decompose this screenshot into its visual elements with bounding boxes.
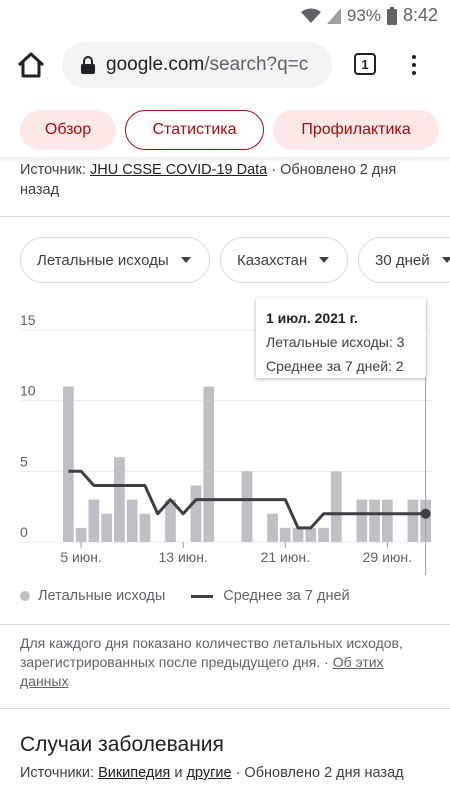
x-tick-label: 13 июн.: [159, 549, 208, 565]
url-path: /search?q=c: [204, 54, 309, 75]
bar: [63, 386, 74, 542]
bar: [139, 513, 151, 542]
bar: [190, 485, 202, 542]
clock: 8:42: [402, 5, 438, 25]
url-text: google.com/search?q=c: [106, 54, 308, 76]
legend-line-swatch: [191, 594, 214, 598]
bar: [407, 499, 419, 542]
battery-icon: [386, 6, 397, 25]
browser-toolbar: google.com/search?q=c 1: [0, 30, 450, 102]
tooltip-date: 1 июл. 2021 г.: [266, 310, 358, 326]
bar: [126, 499, 138, 542]
bar: [279, 527, 291, 542]
chart-tooltip: 1 июл. 2021 г. Летальные исходы: 3 Средн…: [256, 298, 426, 378]
bar: [369, 499, 380, 542]
tooltip-average: Среднее за 7 дней: 2: [266, 358, 404, 374]
caret-down-icon: [319, 257, 330, 263]
cases-heading: Случаи заболевания: [20, 733, 224, 756]
y-tick-label: 10: [20, 383, 36, 399]
wifi-icon: [300, 8, 321, 23]
url-host: google.com: [106, 54, 205, 75]
y-tick-label: 5: [20, 453, 28, 469]
lock-icon: [81, 56, 95, 74]
bar: [165, 499, 176, 542]
battery-level: 93%: [346, 5, 381, 25]
cases-source-updated: · Обновлено 2 дня назад: [231, 765, 404, 781]
caret-down-icon: [441, 257, 450, 263]
cases-source: Источники: Википедия и другие · Обновлен…: [20, 765, 445, 781]
about-data-link[interactable]: Об этих данных: [20, 654, 384, 689]
chip-statistics[interactable]: Статистика: [125, 110, 264, 150]
metric-value: Летальные исходы: [37, 251, 169, 269]
bar: [101, 513, 113, 542]
bar: [356, 499, 368, 542]
metric-dropdown[interactable]: Летальные исходы: [20, 237, 210, 283]
home-button[interactable]: [14, 48, 48, 82]
x-tick-label: 5 июн.: [60, 549, 102, 565]
bar: [330, 471, 342, 542]
chip-overview[interactable]: Обзор: [20, 110, 116, 150]
signal-icon: [326, 7, 341, 24]
bar: [203, 386, 215, 542]
bar: [292, 527, 304, 542]
bar: [305, 527, 317, 542]
chart-legend: Летальные исходы Среднее за 7 дней: [20, 585, 440, 607]
legend-line-label: Среднее за 7 дней: [223, 588, 350, 604]
x-tick-label: 29 июн.: [363, 549, 412, 565]
average-line: [68, 469, 426, 530]
period-value: 30 дней: [375, 251, 430, 269]
bar: [88, 499, 100, 542]
bar: [381, 499, 393, 542]
region-value: Казахстан: [237, 251, 308, 269]
note-text: Для каждого дня показано количество лета…: [20, 635, 403, 670]
bar: [318, 527, 329, 542]
deaths-chart[interactable]: 0 5 10 15 5 июн. 13 июн. 21 июн. 29 июн.: [0, 290, 450, 580]
more-vert-icon[interactable]: [404, 48, 424, 82]
region-dropdown[interactable]: Казахстан: [220, 237, 348, 283]
bar: [75, 527, 87, 542]
divider: [0, 624, 450, 625]
source-updated: · Обновлено 2 дня назад: [20, 162, 397, 198]
bar: [114, 457, 125, 542]
y-tick-label: 15: [20, 312, 36, 328]
data-note: Для каждого дня показано количество лета…: [20, 635, 403, 689]
divider: [0, 216, 450, 217]
topic-chips: Обзор Статистика Профилактика: [0, 102, 450, 158]
wikipedia-link[interactable]: Википедия: [98, 765, 171, 781]
legend-bar-swatch: [20, 591, 30, 601]
divider: [0, 708, 450, 709]
others-link[interactable]: другие: [186, 765, 232, 781]
y-tick-label: 0: [20, 524, 28, 540]
chip-prevention[interactable]: Профилактика: [273, 110, 439, 150]
hover-point: [420, 508, 431, 519]
tab-switcher-button[interactable]: 1: [354, 53, 376, 75]
source-link[interactable]: JHU CSSE COVID-19 Data: [89, 162, 268, 178]
bar: [267, 513, 278, 542]
x-tick-label: 21 июн.: [261, 549, 310, 565]
legend-bars-label: Летальные исходы: [38, 588, 166, 604]
tooltip-deaths: Летальные исходы: 3: [266, 334, 405, 350]
caret-down-icon: [180, 257, 191, 263]
source-prefix: Источник:: [20, 162, 90, 178]
bar: [241, 471, 253, 542]
address-bar[interactable]: google.com/search?q=c: [62, 42, 332, 88]
data-source: Источник: JHU CSSE COVID-19 Data · Обнов…: [20, 160, 430, 200]
cases-source-and: и: [170, 765, 187, 781]
home-icon: [17, 52, 45, 78]
status-bar: 93% 8:42: [0, 0, 450, 30]
period-dropdown[interactable]: 30 дней: [358, 237, 450, 283]
cases-source-prefix: Источники:: [20, 765, 99, 781]
